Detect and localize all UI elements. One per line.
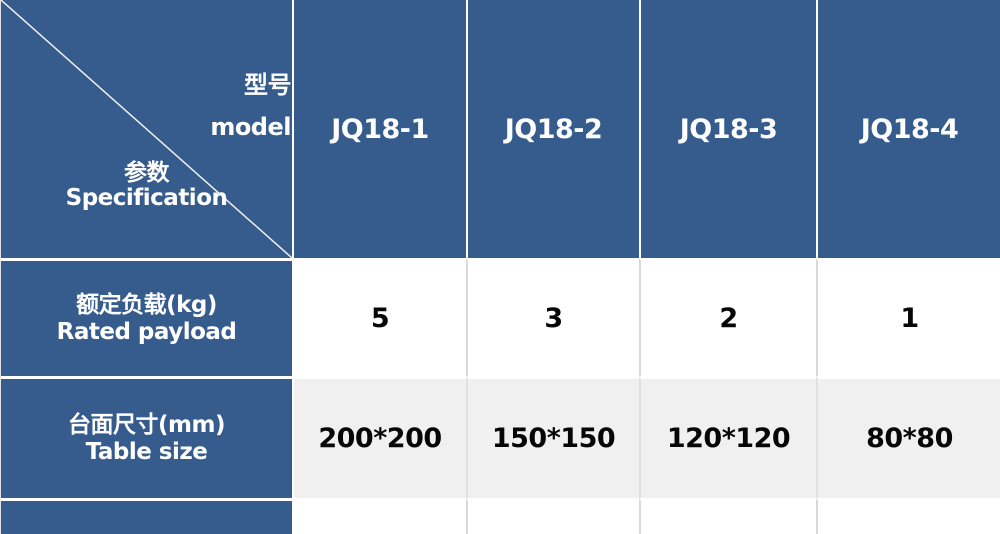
row-header-rated-payload: 额定负载(kg) Rated payload (1, 258, 292, 376)
cell-payload-jq18-2: 3 (466, 258, 639, 376)
column-header-jq18-4: JQ18-4 (816, 0, 1000, 258)
corner-header-cell: 型号 model 参数 Specification (1, 0, 292, 258)
cell-partial-jq18-1 (292, 498, 466, 534)
row-label-zh: 台面尺寸(mm) (68, 411, 225, 438)
corner-model-labels: 型号 model (210, 64, 291, 148)
cell-size-jq18-4: 80*80 (816, 376, 1000, 498)
column-header-jq18-2: JQ18-2 (466, 0, 639, 258)
corner-label-spec-en: Specification (65, 185, 228, 211)
corner-label-spec-zh: 参数 (124, 160, 170, 186)
column-header-jq18-3: JQ18-3 (639, 0, 816, 258)
column-header-jq18-1: JQ18-1 (292, 0, 466, 258)
cell-payload-jq18-4: 1 (816, 258, 1000, 376)
corner-spec-labels: 参数 Specification (1, 161, 292, 211)
diagonal-divider-line (1, 0, 292, 258)
cell-partial-jq18-3 (639, 498, 816, 534)
row-header-table-size: 台面尺寸(mm) Table size (1, 376, 292, 498)
cell-size-jq18-3: 120*120 (639, 376, 816, 498)
cell-payload-jq18-3: 2 (639, 258, 816, 376)
corner-label-model-en: model (210, 113, 291, 141)
row-label-en: Rated payload (56, 318, 237, 345)
cell-partial-jq18-4 (816, 498, 1000, 534)
row-label-zh: 额定负载(kg) (76, 291, 217, 318)
corner-label-model-zh: 型号 (244, 71, 291, 99)
cell-partial-jq18-2 (466, 498, 639, 534)
row-header-partial (1, 498, 292, 534)
cell-payload-jq18-1: 5 (292, 258, 466, 376)
row-label-en: Table size (85, 438, 208, 465)
cell-size-jq18-2: 150*150 (466, 376, 639, 498)
cell-size-jq18-1: 200*200 (292, 376, 466, 498)
